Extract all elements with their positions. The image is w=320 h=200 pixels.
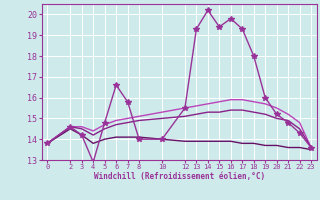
X-axis label: Windchill (Refroidissement éolien,°C): Windchill (Refroidissement éolien,°C) <box>94 172 265 181</box>
